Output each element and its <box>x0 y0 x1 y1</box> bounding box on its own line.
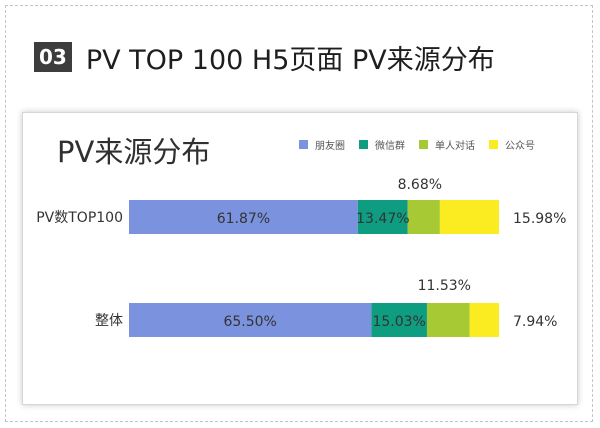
bar-segment-4 <box>469 303 499 337</box>
category-label: PV数TOP100 <box>36 210 123 226</box>
data-label: 7.94% <box>513 314 557 330</box>
bar-segment-1 <box>129 200 358 234</box>
legend-label: 单人对话 <box>435 141 475 152</box>
stacked-bar-chart: PV数TOP100 61.87% 13.47% 8.68% 15.98% 整体 65.50%… <box>36 177 566 337</box>
legend-swatch <box>359 140 368 149</box>
chart-title: PV来源分布 <box>57 135 211 169</box>
legend-label: 公众号 <box>505 141 535 152</box>
page-frame <box>5 5 593 422</box>
legend-swatch <box>419 140 428 149</box>
section-number-badge: 03 <box>34 42 72 72</box>
data-label: 8.68% <box>398 177 442 193</box>
bar-segment-2 <box>371 303 427 337</box>
data-label: 65.50% <box>223 314 276 330</box>
data-label: 11.53% <box>418 278 471 294</box>
bar-segment-3 <box>426 303 470 337</box>
data-label: 15.03% <box>372 314 425 330</box>
legend-item-3: 单人对话 <box>419 137 475 152</box>
chart-legend: 朋友圈 微信群 单人对话 公众号 <box>299 137 549 152</box>
chart-card: PV来源分布 朋友圈 微信群 单人对话 公众号 PV数TOP100 61.87% 13.4… <box>22 112 578 405</box>
section-heading: 03 PV TOP 100 H5页面 PV来源分布 <box>34 40 495 76</box>
bar-segment-4 <box>439 200 499 234</box>
bar-segment-3 <box>407 200 440 234</box>
section-title: PV TOP 100 H5页面 PV来源分布 <box>85 44 495 76</box>
legend-label: 微信群 <box>375 141 405 152</box>
legend-swatch <box>299 140 308 149</box>
data-label: 13.47% <box>356 211 409 227</box>
data-label: 15.98% <box>513 211 566 227</box>
legend-item-1: 朋友圈 <box>299 137 345 152</box>
legend-label: 朋友圈 <box>315 141 345 152</box>
category-label: 整体 <box>95 313 123 329</box>
legend-item-2: 微信群 <box>359 137 405 152</box>
bar-segment-1 <box>129 303 372 337</box>
legend-swatch <box>489 140 498 149</box>
bar-segment-2 <box>357 200 408 234</box>
legend-item-4: 公众号 <box>489 137 535 152</box>
data-label: 61.87% <box>217 211 270 227</box>
